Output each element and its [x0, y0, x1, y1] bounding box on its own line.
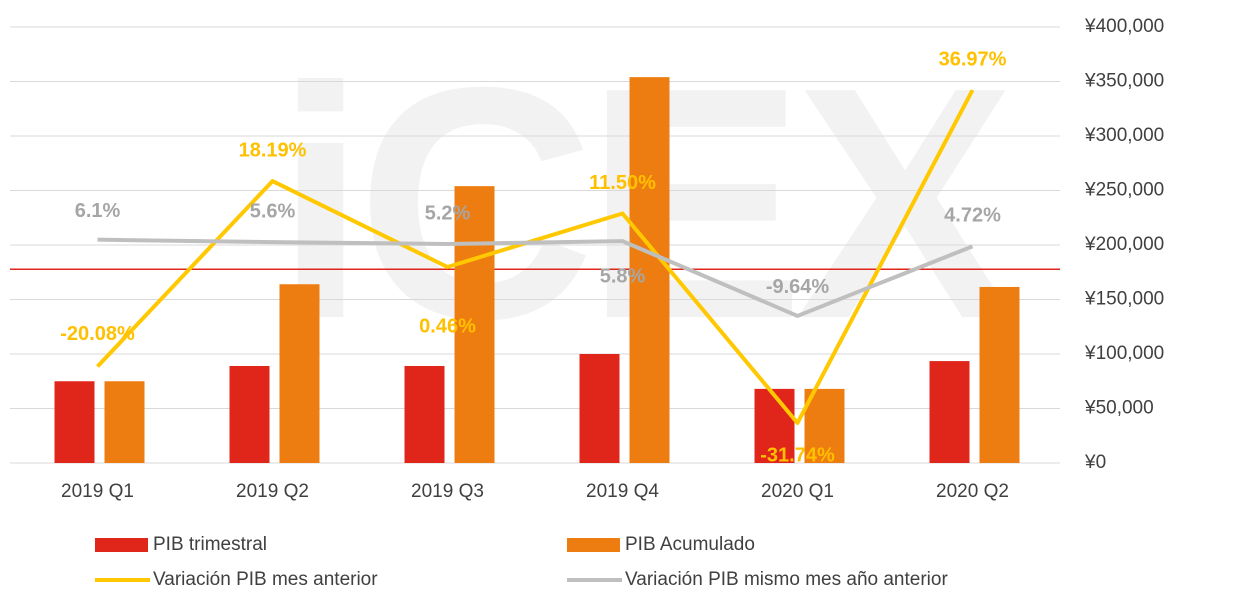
line	[96, 89, 975, 425]
bar	[754, 388, 795, 463]
y-tick-label: ¥400,000	[1084, 16, 1164, 37]
bar	[579, 354, 620, 463]
legend-swatch	[95, 538, 148, 552]
y-tick-label: ¥150,000	[1084, 289, 1164, 310]
data-label: 4.72%	[944, 205, 1001, 227]
x-tick-label: 2020 Q2	[936, 481, 1009, 502]
data-label: 11.50%	[589, 172, 656, 194]
bar	[979, 286, 1020, 463]
data-label: 5.8%	[600, 265, 646, 287]
x-tick-label: 2019 Q2	[236, 481, 309, 502]
line	[97, 237, 974, 318]
x-tick-label: 2020 Q1	[761, 481, 834, 502]
data-label: 5.2%	[425, 202, 471, 224]
data-label: -20.08%	[60, 323, 135, 345]
bar	[929, 361, 970, 463]
bar	[404, 365, 445, 463]
legend-label: Variación PIB mes anterior	[153, 569, 378, 590]
x-tick-label: 2019 Q3	[411, 481, 484, 502]
data-label: 0.46%	[419, 315, 476, 337]
bar	[54, 381, 95, 463]
data-label: 36.97%	[939, 48, 1007, 70]
y-tick-label: ¥0	[1084, 452, 1106, 473]
bar	[454, 186, 495, 463]
legend-label: PIB Acumulado	[625, 534, 755, 555]
data-label: 6.1%	[75, 200, 121, 222]
bar	[104, 381, 145, 463]
data-label: -31.74%	[760, 444, 835, 466]
bar	[229, 365, 270, 463]
x-tick-label: 2019 Q4	[586, 481, 659, 502]
legend-label: Variación PIB mismo mes año anterior	[625, 569, 948, 590]
y-tick-label: ¥250,000	[1084, 180, 1164, 201]
y-tick-label: ¥300,000	[1084, 125, 1164, 146]
y-tick-label: ¥50,000	[1084, 398, 1154, 419]
bar	[629, 77, 670, 463]
legend-label: PIB trimestral	[153, 534, 267, 555]
bar	[279, 284, 320, 463]
y-tick-label: ¥200,000	[1084, 234, 1164, 255]
x-tick-label: 2019 Q1	[61, 481, 134, 502]
data-label: 5.6%	[250, 200, 296, 222]
y-tick-label: ¥100,000	[1084, 343, 1164, 364]
data-label: -9.64%	[766, 276, 830, 298]
y-tick-label: ¥350,000	[1084, 71, 1164, 92]
data-label: 18.19%	[239, 139, 307, 161]
legend-swatch	[567, 538, 620, 552]
